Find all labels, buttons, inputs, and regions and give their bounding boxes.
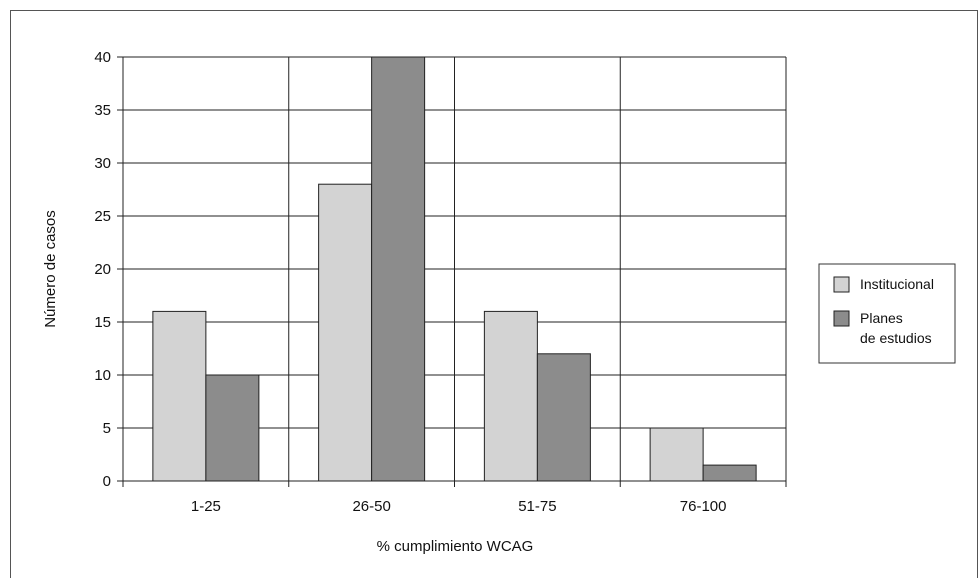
y-tick-label: 40 [94, 49, 111, 66]
y-tick-label: 30 [94, 155, 111, 172]
x-tick-label: 51-75 [518, 498, 556, 515]
legend-swatch-institucional [833, 276, 850, 293]
y-tick-label: 20 [94, 261, 111, 278]
y-tick-label: 0 [103, 473, 111, 490]
x-axis-title: % cumplimiento WCAG [377, 538, 534, 555]
y-tick-label: 15 [94, 314, 111, 331]
legend: Institucional Planes de estudios [818, 263, 956, 364]
legend-swatch-planes-de-estudios [833, 310, 850, 327]
bar-institucional-76-100 [649, 427, 704, 482]
legend-label: Institucional [860, 276, 934, 292]
bar-planes-de-estudios-76-100 [702, 464, 757, 482]
y-tick-labels: 0 5 10 15 20 25 30 35 40 [94, 49, 111, 490]
x-tick-labels: 1-25 26-50 51-75 76-100 [191, 498, 727, 515]
bar-planes-de-estudios-51-75 [536, 353, 591, 482]
axes [117, 57, 786, 482]
x-tick-label: 1-25 [191, 498, 221, 515]
legend-label: de estudios [860, 330, 932, 346]
bar-institucional-51-75 [483, 310, 538, 482]
bars [152, 56, 757, 482]
y-tick-label: 35 [94, 102, 111, 119]
chart-frame [10, 10, 978, 578]
bar-planes-de-estudios-1-25 [205, 374, 260, 482]
bar-institucional-1-25 [152, 310, 207, 482]
x-tick-label: 26-50 [352, 498, 390, 515]
legend-label: Planes [860, 310, 903, 326]
bar-institucional-26-50 [318, 183, 373, 482]
y-axis-title: Número de casos [42, 210, 59, 328]
bar-planes-de-estudios-26-50 [371, 56, 426, 482]
x-tick-label: 76-100 [680, 498, 727, 515]
y-tick-label: 25 [94, 208, 111, 225]
y-tick-label: 5 [103, 420, 111, 437]
y-tick-label: 10 [94, 367, 111, 384]
